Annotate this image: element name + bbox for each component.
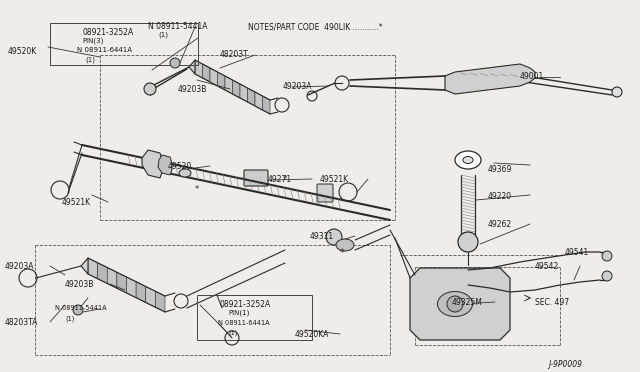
Text: PIN(3): PIN(3) [82,37,104,44]
Text: N 08911-6441A: N 08911-6441A [77,47,132,53]
Bar [50,23,198,65]
Text: *: * [195,185,199,194]
Ellipse shape [463,157,473,164]
Text: (1): (1) [85,56,95,62]
Circle shape [170,58,180,68]
Polygon shape [202,64,210,82]
Polygon shape [117,272,127,293]
Bar [197,295,312,340]
Text: 08921-3252A: 08921-3252A [82,28,133,37]
Polygon shape [255,92,262,110]
Text: *: * [283,175,287,184]
Text: 49203A: 49203A [5,262,35,271]
Circle shape [144,83,156,95]
Text: 49542: 49542 [535,262,559,271]
Text: 48203T: 48203T [220,50,249,59]
Text: N 08911-5441A: N 08911-5441A [55,305,107,311]
Polygon shape [262,96,270,114]
Polygon shape [146,286,156,307]
Polygon shape [232,80,240,98]
Polygon shape [240,84,248,102]
Circle shape [602,251,612,261]
Text: 49311: 49311 [310,232,334,241]
Text: 49262: 49262 [488,220,512,229]
Text: NOTES/PART CODE  490LIK ...........*: NOTES/PART CODE 490LIK ...........* [248,22,383,31]
Polygon shape [108,267,117,288]
Polygon shape [410,268,510,340]
Polygon shape [88,258,98,279]
Polygon shape [225,76,232,94]
Polygon shape [158,155,172,175]
Polygon shape [127,277,136,298]
Polygon shape [98,263,108,283]
Text: J-9P0009: J-9P0009 [548,360,582,369]
Text: 49203B: 49203B [178,85,207,94]
Polygon shape [248,88,255,106]
Text: 49325M: 49325M [452,298,483,307]
Circle shape [612,87,622,97]
Circle shape [447,296,463,312]
Polygon shape [210,68,218,86]
Text: 08921-3252A: 08921-3252A [220,300,271,309]
Ellipse shape [438,292,472,317]
Ellipse shape [179,169,191,177]
Text: 49521K: 49521K [320,175,349,184]
Text: 49369: 49369 [488,165,513,174]
Ellipse shape [455,151,481,169]
Text: 48203TA: 48203TA [5,318,38,327]
Text: 49520K: 49520K [8,47,37,56]
Polygon shape [189,60,195,74]
Polygon shape [81,258,88,274]
Text: N 08911-6441A: N 08911-6441A [218,320,269,326]
Text: PIN(1): PIN(1) [228,310,250,317]
Text: (1): (1) [158,31,168,38]
Text: 49220: 49220 [488,192,512,201]
Circle shape [73,305,83,315]
Polygon shape [136,282,146,302]
Text: SEC. 497: SEC. 497 [535,298,569,307]
Polygon shape [142,150,163,178]
Text: 49541: 49541 [565,248,589,257]
Polygon shape [445,64,535,94]
Text: (1): (1) [228,330,237,337]
Text: 49203A: 49203A [283,82,312,91]
Circle shape [602,271,612,281]
Polygon shape [156,291,165,312]
Text: 49520: 49520 [168,162,192,171]
Polygon shape [195,60,202,78]
Ellipse shape [336,239,354,251]
Text: N 08911-5441A: N 08911-5441A [148,22,207,31]
Text: 49520KA: 49520KA [295,330,330,339]
Polygon shape [218,72,225,90]
Text: 49001: 49001 [520,72,544,81]
FancyBboxPatch shape [317,184,333,202]
Text: 49203B: 49203B [65,280,94,289]
Circle shape [326,229,342,245]
FancyBboxPatch shape [244,170,268,186]
Circle shape [458,232,478,252]
Text: 49521K: 49521K [62,198,91,207]
Text: (1): (1) [65,315,74,321]
Text: *: * [340,248,345,258]
Text: 49271: 49271 [268,175,292,184]
